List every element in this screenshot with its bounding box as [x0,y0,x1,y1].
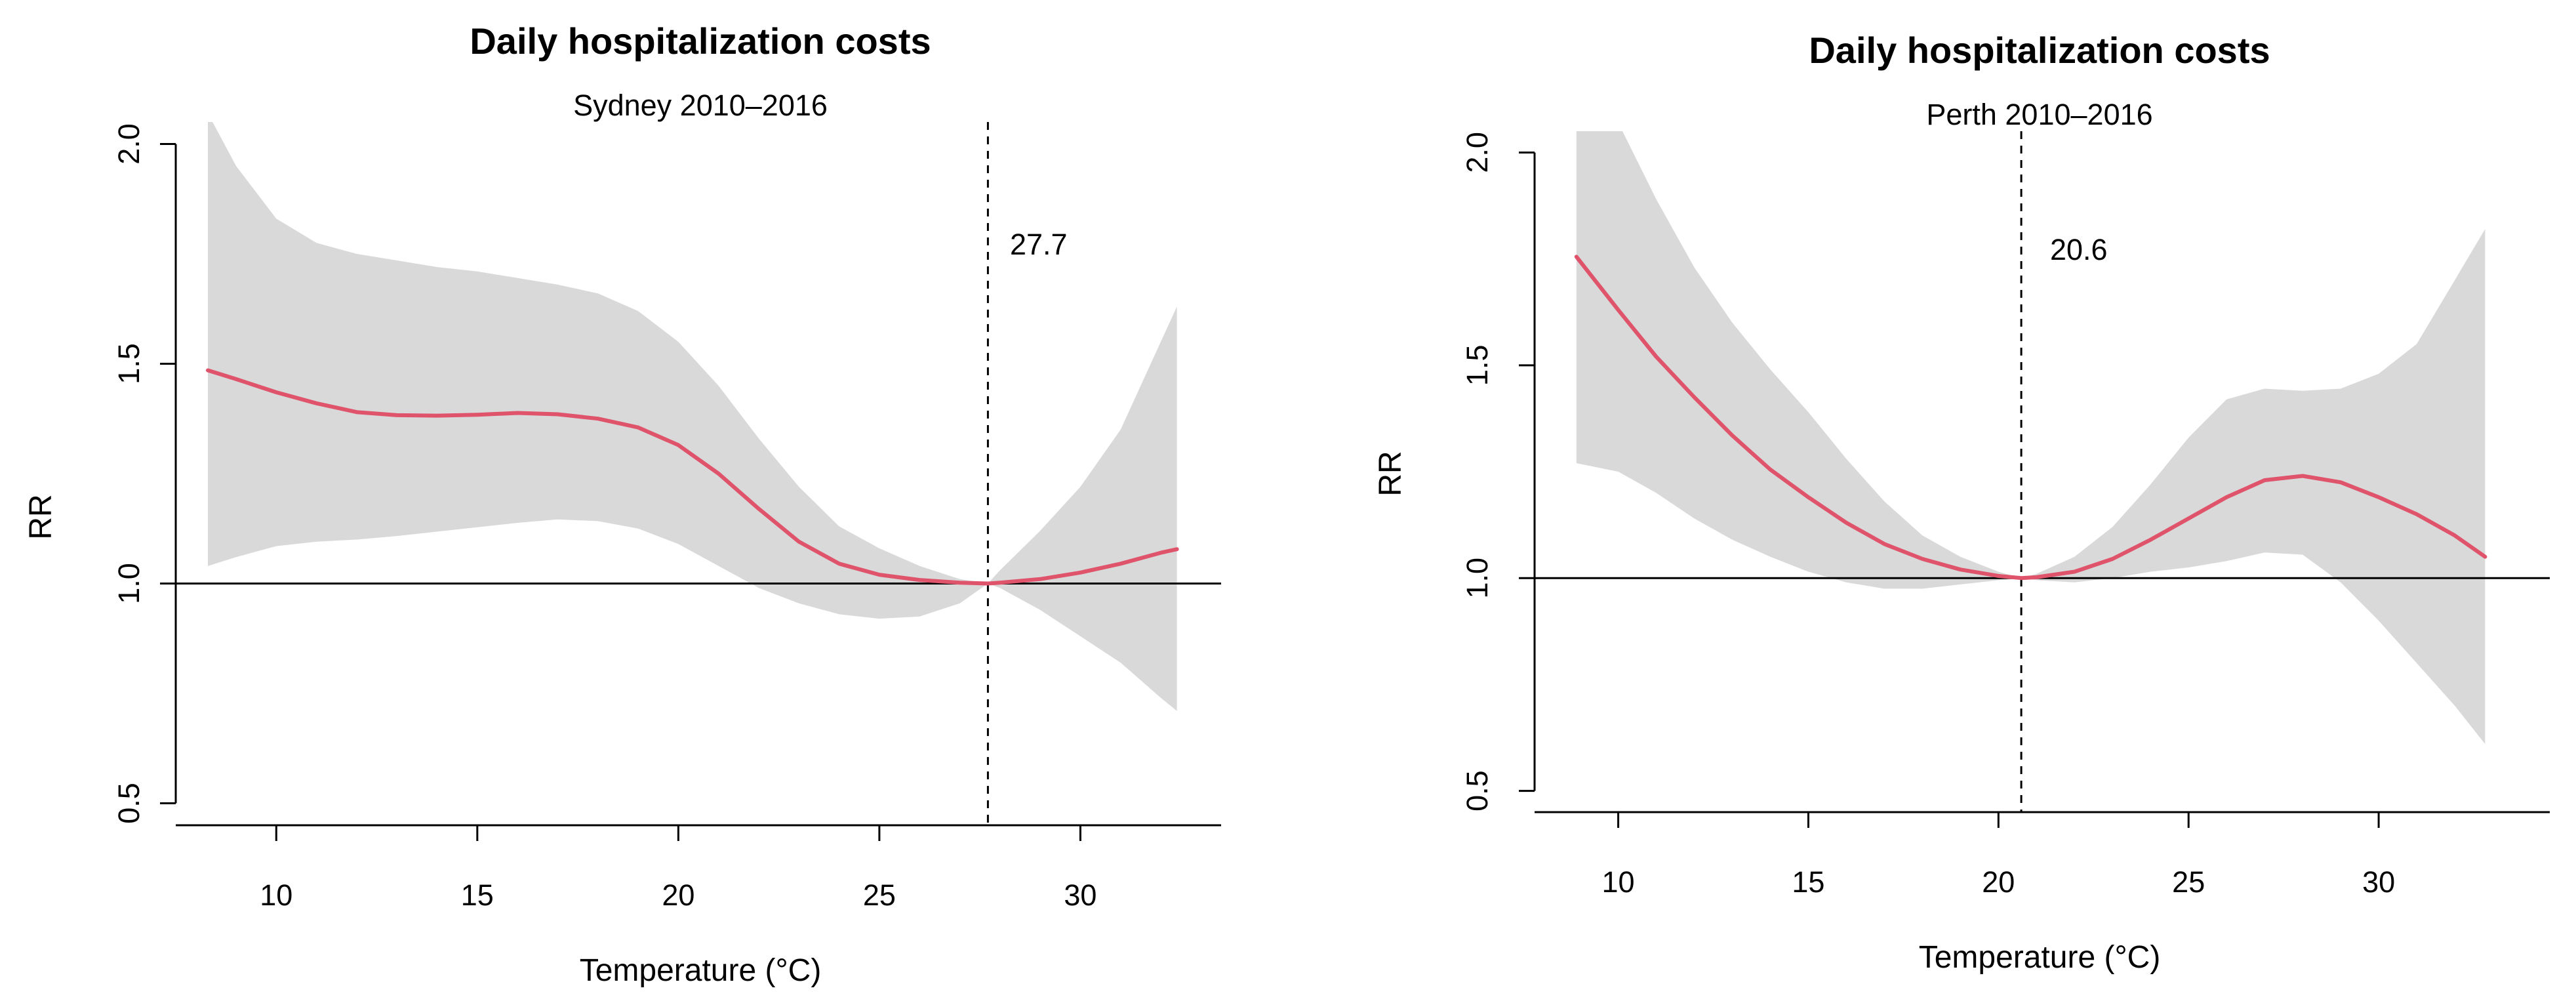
rr-curve [206,368,1179,586]
y-tick-label: 1.0 [1460,558,1494,599]
confidence-band [208,122,1177,711]
chart-title: Daily hospitalization costs [1809,30,2270,71]
y-tick-label: 2.0 [112,123,146,165]
y-axis-label: RR [24,494,58,539]
y-tick-label: 1.5 [112,343,146,384]
y-axis-label: RR [1373,451,1408,496]
x-tick-label: 10 [260,878,292,912]
y-tick-label: 0.5 [1460,770,1494,811]
chart-title: Daily hospitalization costs [470,20,931,62]
rr-curve [1574,255,2487,581]
x-tick-label: 30 [1064,878,1097,912]
y-tick-label: 1.5 [1460,345,1494,386]
x-tick-label: 30 [2362,865,2395,899]
mmt-label: 20.6 [2050,233,2108,266]
y-tick-label: 1.0 [112,563,146,604]
x-axis-label: Temperature (°C) [580,953,822,988]
mmt-label: 27.7 [1010,228,1068,261]
perth-plot-area: 10 15 20 25 30 0.5 1.0 1.5 2.0 [1460,131,2550,899]
y-tick-label: 0.5 [112,783,146,824]
sydney-chart-panel: Daily hospitalization costs Sydney 2010–… [24,20,1221,988]
x-tick-label: 15 [1792,865,1824,899]
chart-subtitle: Perth 2010–2016 [1926,98,2152,131]
chart-subtitle: Sydney 2010–2016 [573,89,828,122]
x-tick-label: 10 [1602,865,1635,899]
x-tick-label: 25 [2172,865,2205,899]
sydney-plot-area: 10 15 20 25 30 0.5 1.0 1.5 2.0 [112,122,1221,912]
x-axis-label: Temperature (°C) [1919,940,2161,975]
x-tick-label: 15 [461,878,494,912]
perth-chart-panel: Daily hospitalization costs Perth 2010–2… [1373,30,2550,975]
confidence-band [1576,131,2485,745]
x-tick-label: 25 [863,878,896,912]
x-tick-label: 20 [662,878,694,912]
y-tick-label: 2.0 [1460,132,1494,173]
x-tick-label: 20 [1982,865,2015,899]
